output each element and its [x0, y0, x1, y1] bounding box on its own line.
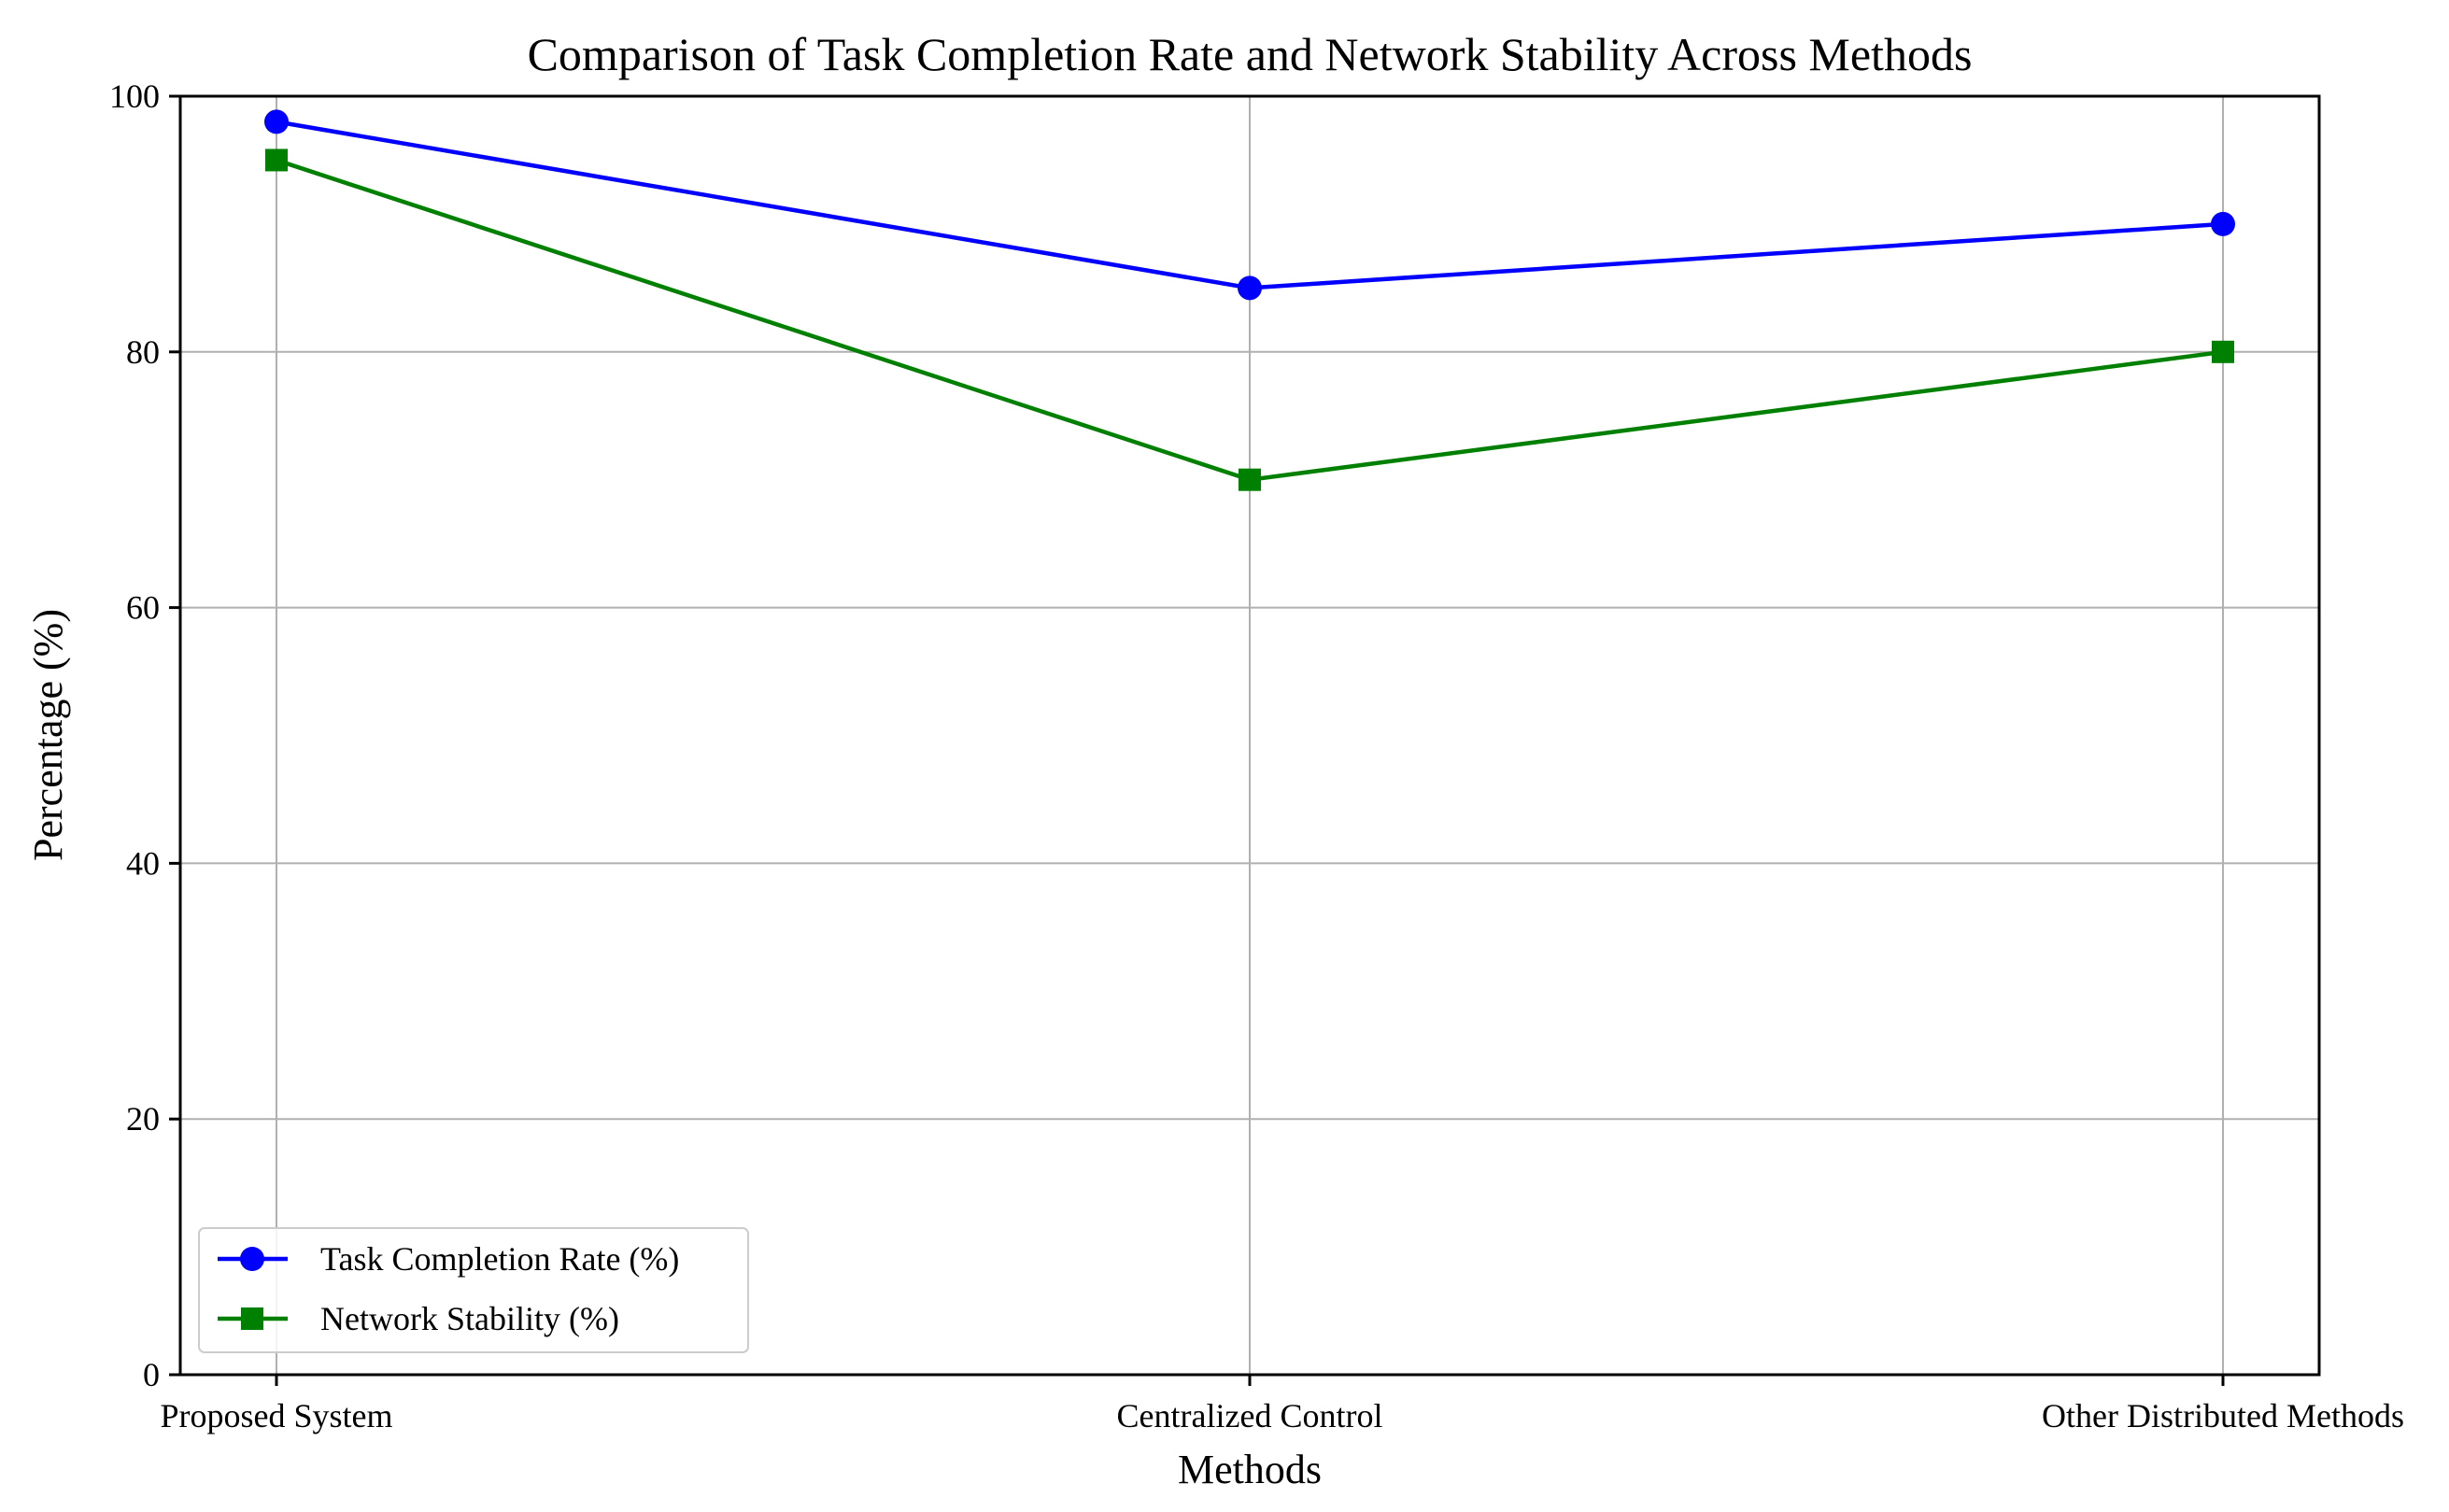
- x-tick-label: Other Distributed Methods: [2042, 1397, 2404, 1434]
- data-point: [1238, 276, 1262, 301]
- x-tick-label: Proposed System: [160, 1397, 392, 1434]
- x-tick-label: Centralized Control: [1117, 1397, 1383, 1434]
- y-tick-label: 80: [126, 333, 160, 371]
- legend-marker: [240, 1247, 264, 1271]
- legend-item: Task Completion Rate (%): [218, 1240, 679, 1278]
- y-tick-label: 0: [143, 1356, 160, 1393]
- y-tick-label: 100: [109, 78, 160, 115]
- y-tick-label: 20: [126, 1100, 160, 1138]
- y-tick-label: 40: [126, 844, 160, 882]
- legend-label: Network Stability (%): [320, 1300, 619, 1337]
- legend-marker: [241, 1307, 263, 1330]
- data-point: [1239, 468, 1261, 491]
- legend-box: [198, 1227, 749, 1353]
- data-point: [2212, 340, 2234, 363]
- data-point: [265, 148, 288, 172]
- chart-title: Comparison of Task Completion Rate and N…: [528, 28, 1973, 80]
- legend: Task Completion Rate (%) Network Stabilit…: [198, 1227, 749, 1353]
- y-axis-label: Percentage (%): [25, 609, 71, 861]
- y-tick-label: 60: [126, 589, 160, 627]
- data-point: [2211, 211, 2235, 236]
- series-layer: [264, 109, 2235, 491]
- legend-label: Task Completion Rate (%): [320, 1240, 679, 1278]
- x-axis-label: Methods: [1178, 1447, 1322, 1492]
- data-point: [264, 109, 289, 134]
- legend-item: Network Stability (%): [218, 1300, 619, 1337]
- axis-ticks: 0 20 40 60 80 100 Proposed System Centralized C…: [109, 78, 2404, 1434]
